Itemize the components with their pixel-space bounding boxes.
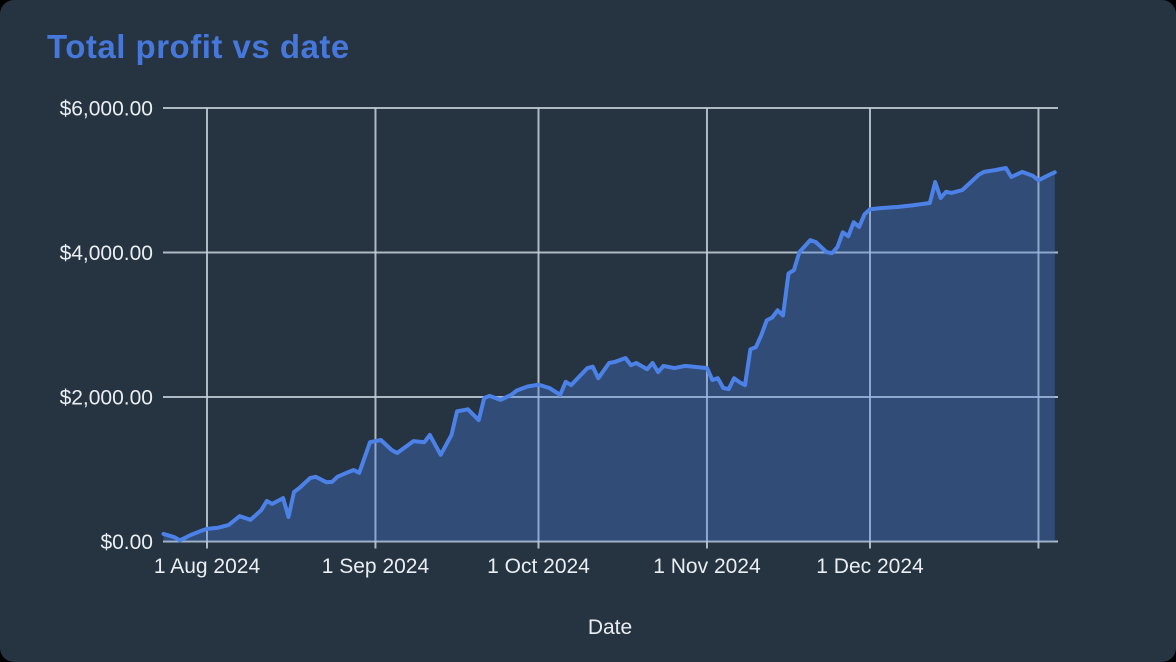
y-tick-label: $6,000.00 [60, 98, 153, 121]
x-axis-labels: 1 Aug 2024 1 Sep 2024 1 Oct 2024 1 Nov 2024… [154, 555, 924, 578]
chart-title: Total profit vs date [47, 28, 350, 65]
y-tick-label: $0.00 [100, 531, 153, 554]
x-tick-label: 1 Nov 2024 [653, 555, 761, 578]
gridlines [163, 107, 1058, 549]
x-tick-label: 1 Oct 2024 [487, 555, 590, 578]
profit-line [161, 166, 1057, 543]
area-fill [163, 168, 1055, 542]
x-tick-label: 1 Aug 2024 [154, 555, 261, 578]
y-tick-label: $2,000.00 [60, 387, 153, 410]
x-tick-label: 1 Dec 2024 [816, 555, 924, 578]
y-axis-labels: $0.00 $2,000.00 $4,000.00 $6,000.00 [60, 98, 153, 555]
x-axis-title: Date [588, 616, 632, 639]
x-tick-label: 1 Sep 2024 [322, 555, 430, 578]
y-tick-label: $4,000.00 [60, 242, 153, 265]
